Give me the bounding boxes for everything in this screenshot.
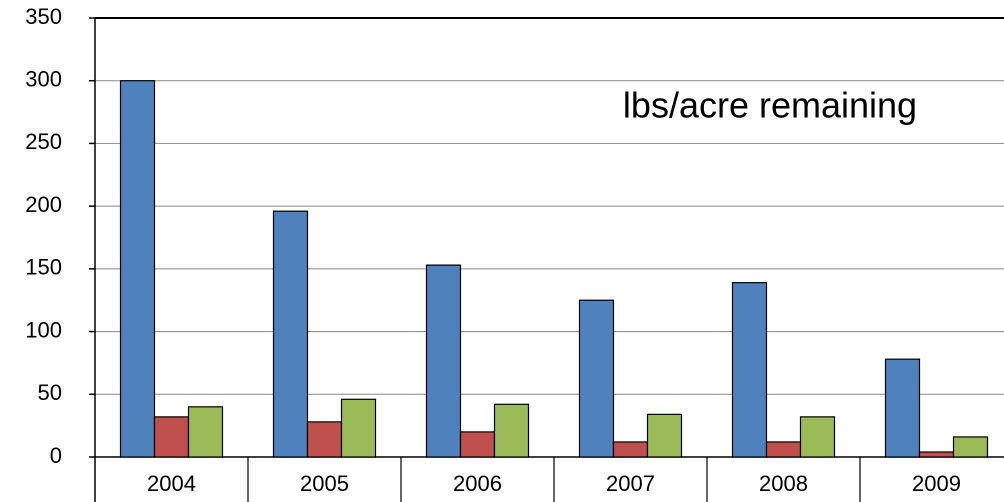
bar [799, 416, 836, 458]
annotation: lbs/acre remaining [623, 85, 917, 126]
y-tick-label: 0 [50, 443, 62, 468]
bar [493, 403, 530, 458]
y-tick-label: 50 [38, 380, 62, 405]
y-tick-label: 300 [25, 67, 62, 92]
x-tick-label: 2007 [606, 471, 655, 496]
bar [731, 282, 768, 458]
bar [884, 358, 921, 458]
y-tick-label: 350 [25, 4, 62, 29]
bar [119, 80, 156, 458]
bar [153, 416, 190, 458]
bar [459, 431, 496, 458]
bar [340, 398, 377, 458]
x-tick-label: 2005 [300, 471, 349, 496]
y-tick-label: 200 [25, 192, 62, 217]
bar [765, 441, 802, 458]
y-tick-label: 150 [25, 255, 62, 280]
x-tick-label: 2004 [147, 471, 196, 496]
x-tick-label: 2008 [759, 471, 808, 496]
y-tick-label: 100 [25, 317, 62, 342]
bar [425, 264, 462, 458]
bar [272, 210, 309, 458]
bar [646, 413, 683, 458]
y-tick-label: 250 [25, 129, 62, 154]
bar [306, 421, 343, 458]
x-tick-label: 2006 [453, 471, 502, 496]
bar [952, 436, 989, 458]
bar [187, 406, 224, 458]
bar [612, 441, 649, 458]
bar [578, 299, 615, 458]
bar [918, 451, 955, 458]
x-tick-label: 2009 [912, 471, 961, 496]
